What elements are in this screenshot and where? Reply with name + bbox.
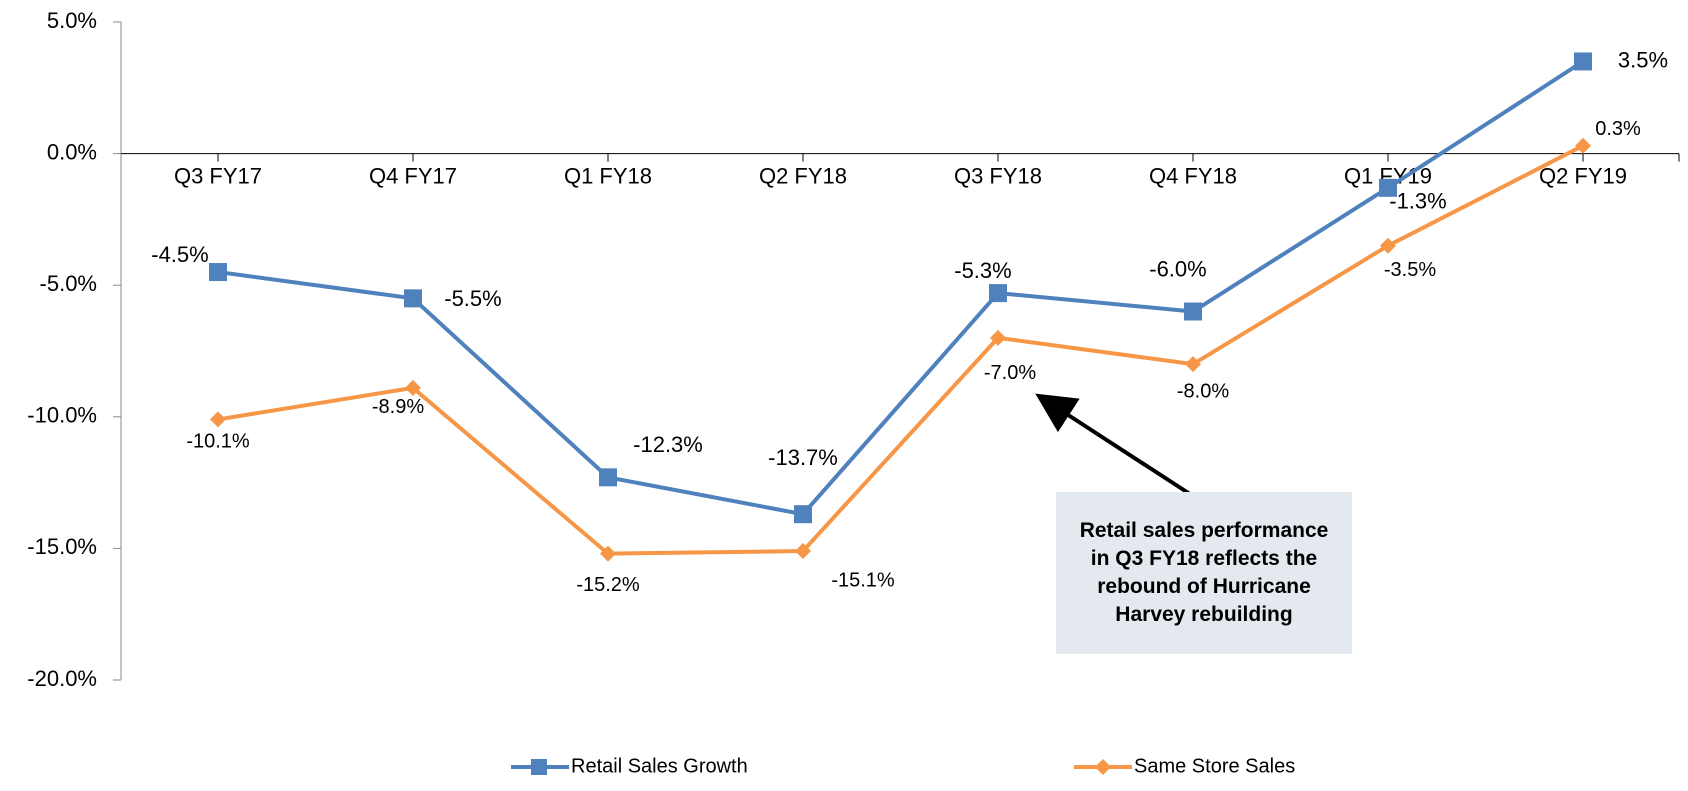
- y-tick-label: -15.0%: [27, 534, 97, 559]
- marker: [1574, 52, 1592, 71]
- data-label: -5.3%: [954, 258, 1011, 283]
- data-label: -6.0%: [1149, 256, 1206, 281]
- marker: [1184, 302, 1202, 321]
- marker: [1575, 137, 1591, 154]
- x-tick-label: Q3 FY17: [174, 163, 262, 188]
- data-label: -7.0%: [984, 362, 1036, 384]
- x-tick-label: Q1 FY18: [564, 163, 652, 188]
- series-line: [217, 143, 1584, 556]
- x-tick-label: Q3 FY18: [954, 163, 1042, 188]
- series-line: [217, 59, 1585, 517]
- marker: [405, 379, 421, 396]
- x-tick-label: Q4 FY18: [1149, 163, 1237, 188]
- data-label: -12.3%: [633, 432, 703, 457]
- annotation: Retail sales performance in Q3 FY18 refl…: [1056, 492, 1352, 654]
- marker: [795, 543, 811, 560]
- data-label: -10.1%: [186, 431, 250, 453]
- data-label: -3.5%: [1384, 259, 1436, 281]
- y-tick-label: -10.0%: [27, 403, 97, 428]
- marker: [404, 289, 422, 308]
- data-label: -4.5%: [151, 242, 208, 267]
- data-label: -8.9%: [372, 396, 424, 418]
- data-label: 3.5%: [1618, 47, 1668, 72]
- marker: [210, 411, 226, 428]
- marker: [600, 545, 616, 562]
- marker: [990, 329, 1006, 346]
- x-tick-label: Q2 FY19: [1539, 163, 1627, 188]
- data-label: -5.5%: [444, 286, 501, 311]
- legend-marker: [531, 759, 547, 775]
- y-tick-label: 0.0%: [47, 139, 97, 164]
- legend-marker: [1095, 759, 1111, 775]
- y-tick-label: -20.0%: [27, 666, 97, 691]
- marker: [1379, 178, 1397, 197]
- annotation-arrow: [1035, 393, 1195, 498]
- marker: [209, 263, 227, 282]
- data-label: -13.7%: [768, 445, 838, 470]
- marker: [1185, 356, 1201, 373]
- marker: [794, 505, 812, 524]
- data-label: -1.3%: [1389, 189, 1446, 214]
- data-label: 0.3%: [1595, 118, 1641, 140]
- data-label: -15.1%: [831, 569, 895, 591]
- legend-label: Retail Sales Growth: [571, 755, 748, 777]
- x-tick-label: Q4 FY17: [369, 163, 457, 188]
- data-label: -15.2%: [576, 574, 640, 596]
- marker: [1380, 237, 1396, 254]
- y-tick-label: 5.0%: [47, 8, 97, 33]
- x-tick-label: Q2 FY18: [759, 163, 847, 188]
- marker: [989, 284, 1007, 303]
- marker: [599, 468, 617, 487]
- y-tick-label: -5.0%: [40, 271, 97, 296]
- legend-label: Same Store Sales: [1134, 755, 1295, 777]
- data-label: -8.0%: [1177, 380, 1229, 402]
